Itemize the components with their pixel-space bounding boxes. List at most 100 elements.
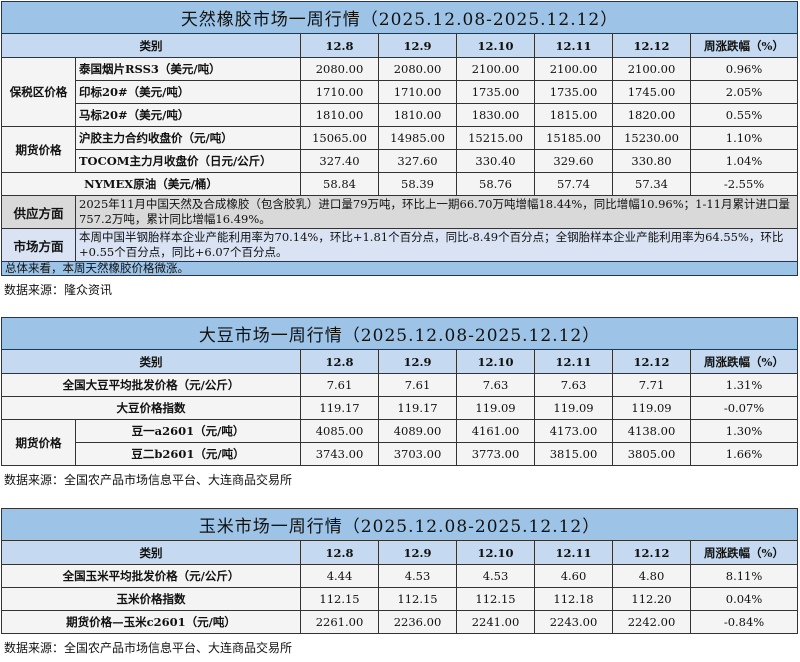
price-value: 327.40 [300, 149, 379, 173]
price-value: 1735.00 [456, 80, 535, 104]
price-value: 2100.00 [456, 57, 535, 81]
price-value: 57.74 [534, 172, 613, 196]
market-label: 市场方面 [1, 228, 76, 262]
weekly-change: 1.31% [689, 373, 799, 397]
price-value: 7.71 [612, 373, 691, 397]
price-value: 4.53 [456, 564, 535, 588]
table-title: 大豆市场一周行情（2025.12.08-2025.12.12） [0, 317, 799, 350]
price-value: 4.60 [534, 564, 613, 588]
row-label: 大豆价格指数 [1, 396, 301, 420]
price-value: 2242.00 [612, 610, 691, 634]
price-value: 3773.00 [456, 442, 535, 466]
row-label: 玉米价格指数 [1, 587, 301, 611]
header-date: 12.9 [378, 349, 457, 374]
row-label: 沪胶主力合约收盘价（元/吨） [75, 126, 301, 150]
weekly-change: -2.55% [689, 172, 799, 196]
price-value: 119.17 [300, 396, 379, 420]
row-label: 期货价格—玉米c2601（元/吨） [1, 610, 301, 634]
market-text: 本周中国半钢胎样本企业产能利用率为70.14%，环比+1.81个百分点，同比-8… [74, 228, 799, 262]
header-date: 12.10 [456, 349, 535, 374]
price-value: 4138.00 [612, 419, 691, 443]
corn-table: 玉米市场一周行情（2025.12.08-2025.12.12） 类别 12.8 12.… [0, 508, 799, 634]
group-label: 期货价格 [1, 126, 76, 173]
price-value: 2100.00 [612, 57, 691, 81]
price-value: 1810.00 [300, 103, 379, 127]
title-row: 天然橡胶市场一周行情（2025.12.08-2025.12.12） [0, 1, 799, 34]
price-value: 2080.00 [378, 57, 457, 81]
price-value: 7.63 [534, 373, 613, 397]
price-value: 7.63 [456, 373, 535, 397]
row-label: 豆一a2601（元/吨） [75, 419, 301, 443]
price-value: 2080.00 [300, 57, 379, 81]
corn-source: 数据来源：全国农产品市场信息平台、大连商品交易所 [4, 641, 293, 655]
price-value: 1710.00 [300, 80, 379, 104]
rubber-source: 数据来源：隆众资讯 [4, 283, 113, 297]
price-value: 4161.00 [456, 419, 535, 443]
hdr: 类别 12.8 12.9 12.10 12.11 12.12 周涨跌幅（%） [1, 540, 799, 565]
price-value: 119.09 [612, 396, 691, 420]
header-date: 12.8 [300, 33, 379, 58]
title-row: 大豆市场一周行情（2025.12.08-2025.12.12） [0, 317, 799, 350]
hdr: 类别 12.8 12.9 12.10 12.11 12.12 周涨跌幅（%） [1, 33, 799, 58]
table-row: 大豆价格指数 119.17 119.17 119.09 119.09 119.09 -0.0… [1, 396, 799, 420]
price-value: 15230.00 [612, 126, 691, 150]
price-value: 112.15 [300, 587, 379, 611]
group-label: 期货价格 [1, 419, 76, 466]
table-row: 期货价格 豆一a2601（元/吨） 4085.00 4089.00 4161.00 417… [1, 419, 799, 466]
hdr: 类别 12.8 12.9 12.10 12.11 12.12 周涨跌幅（%） [1, 349, 799, 374]
header-date: 12.8 [300, 349, 379, 374]
header-date: 12.10 [456, 540, 535, 565]
table-row: 马标20#（美元/吨） 1810.00 1810.00 1830.00 1815.00 1… [2, 103, 799, 127]
header-category: 类别 [1, 540, 301, 565]
price-value: 1820.00 [612, 103, 691, 127]
price-value: 1710.00 [378, 80, 457, 104]
price-value: 4085.00 [300, 419, 379, 443]
row-label: 泰国烟片RSS3（美元/吨） [75, 57, 301, 81]
price-value: 112.18 [534, 587, 613, 611]
table-row: 全国玉米平均批发价格（元/公斤） 4.44 4.53 4.53 4.60 4.80 8.11… [1, 564, 799, 588]
weekly-change: 0.96% [689, 57, 799, 81]
price-value: 112.15 [456, 587, 535, 611]
price-value: 7.61 [378, 373, 457, 397]
header-date: 12.11 [534, 540, 613, 565]
summary-text: 总体来看，本周天然橡胶价格微涨。 [0, 261, 799, 276]
group-label: 保税区价格 [1, 57, 76, 127]
row-label: NYMEX原油（美元/桶） [1, 172, 301, 196]
header-date: 12.8 [300, 540, 379, 565]
weekly-change: 1.10% [689, 126, 799, 150]
header-date: 12.12 [612, 349, 691, 374]
weekly-change: 8.11% [689, 564, 799, 588]
price-value: 2261.00 [300, 610, 379, 634]
price-value: 7.61 [300, 373, 379, 397]
price-value: 1815.00 [534, 103, 613, 127]
table-title: 玉米市场一周行情（2025.12.08-2025.12.12） [0, 508, 799, 541]
header-date: 12.9 [378, 33, 457, 58]
table-row: 期货价格—玉米c2601（元/吨） 2261.00 2236.00 2241.00 22… [1, 610, 799, 634]
price-value: 15215.00 [456, 126, 535, 150]
supply-text: 2025年11月中国天然及合成橡胶（包含胶乳）进口量79万吨，环比上一期66.7… [74, 195, 799, 229]
weekly-change: 1.66% [689, 442, 799, 466]
row-label: 全国玉米平均批发价格（元/公斤） [1, 564, 301, 588]
table-title: 天然橡胶市场一周行情（2025.12.08-2025.12.12） [0, 1, 799, 34]
price-value: 4.53 [378, 564, 457, 588]
header-date: 周涨跌幅（%） [689, 540, 799, 565]
weekly-change: 1.04% [689, 149, 799, 173]
table-row: 保税区价格 泰国烟片RSS3（美元/吨） 2080.00 2080.00 2100.00… [1, 57, 799, 127]
soybean-source: 数据来源：全国农产品市场信息平台、大连商品交易所 [4, 473, 293, 487]
supply-label: 供应方面 [1, 195, 76, 229]
market: 市场方面 本周中国半钢胎样本企业产能利用率为70.14%，环比+1.81个百分点，… [1, 228, 799, 262]
price-value: 3743.00 [300, 442, 379, 466]
header-category: 类别 [1, 349, 301, 374]
price-value: 14985.00 [378, 126, 457, 150]
price-value: 112.20 [612, 587, 691, 611]
price-value: 4089.00 [378, 419, 457, 443]
table-row: 全国大豆平均批发价格（元/公斤） 7.61 7.61 7.63 7.63 7.71 1.31… [1, 373, 799, 397]
summary: 总体来看，本周天然橡胶价格微涨。 [0, 261, 799, 276]
header-date: 12.10 [456, 33, 535, 58]
price-value: 1830.00 [456, 103, 535, 127]
row-label: 印标20#（美元/吨） [75, 80, 301, 104]
price-value: 3815.00 [534, 442, 613, 466]
weekly-change: 0.04% [689, 587, 799, 611]
header-date: 12.12 [612, 540, 691, 565]
header-date: 12.11 [534, 349, 613, 374]
